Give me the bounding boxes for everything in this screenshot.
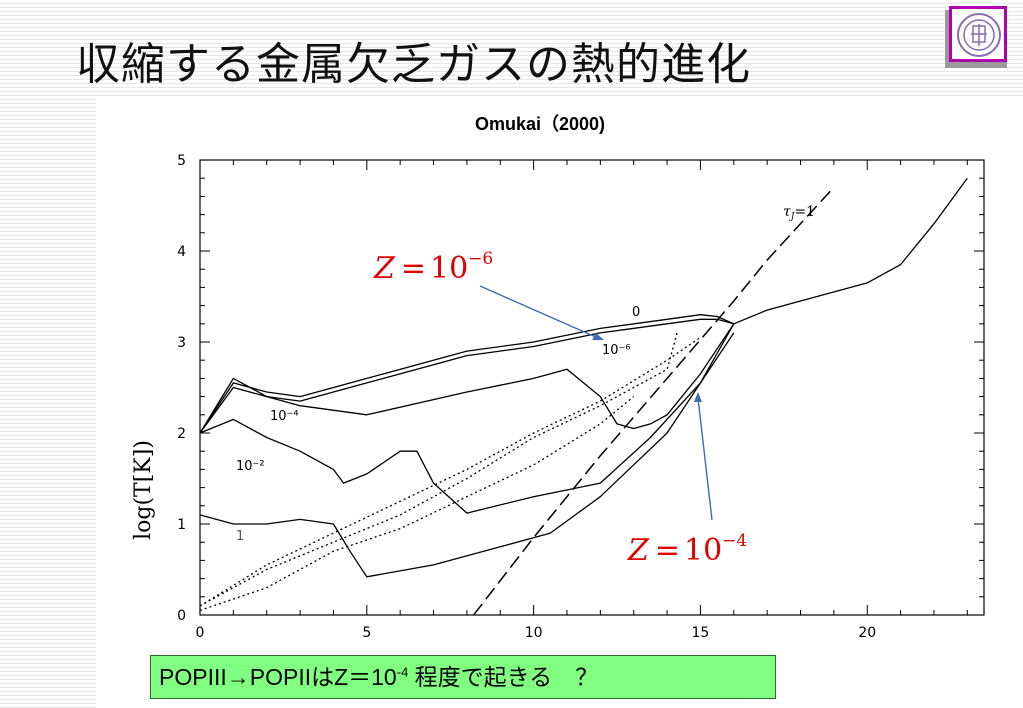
y-tick-label: 1 [177,517,186,533]
figure: Omukai（2000) 0 5 10 15 20 0 1 2 3 4 5 log(T[K]) τJ… [110,100,990,659]
series-line-6 [199,336,701,607]
series-line-1 [199,318,734,434]
x-tick-label: 20 [858,625,876,641]
series-line-8 [473,186,835,616]
plot-border [199,159,985,616]
series-line-0 [199,177,968,434]
series-line-3 [199,323,735,514]
y-tick-label: 4 [177,244,186,260]
tau-label: τJ=1 [783,204,815,222]
x-tick-label: 0 [196,625,205,641]
y-tick-label: 0 [177,608,186,624]
curve-label-1e-2: 10⁻² [236,459,265,474]
caption-main: POPIII→POPIIはZ＝10 [159,664,397,690]
conclusion-caption: POPIII→POPIIはZ＝10-4 程度で起きる ？ [150,655,776,699]
svg-text:Z=10−4: Z = 10−4 [627,531,747,568]
series-line-7 [199,396,635,612]
series-line-2 [199,323,735,434]
annotation-z4: Z = 10−4 [627,392,747,568]
curve-label-1: 1 [236,529,244,544]
x-tick-label: 15 [692,625,710,641]
x-tick-label: 10 [525,625,543,641]
curve-label-1e-6: 10⁻⁶ [602,343,631,358]
y-tick-label: 5 [177,153,186,169]
curve-label-1e-4: 10⁻⁴ [270,409,299,424]
university-logo [943,6,1015,72]
side-stripes [0,96,96,708]
series-line-4 [199,332,735,578]
y-axis-label: log(T[K]) [131,440,156,540]
curve-label-0: 0 [632,305,640,320]
x-tick-label: 5 [362,625,371,641]
slide-title: 収縮する金属欠乏ガスの熱的進化 [76,39,751,90]
plot-frame [199,159,985,616]
svg-text:Z=10−6: Z = 10−6 [373,249,493,286]
caption-tail: 程度で起きる ？ [408,664,599,690]
header-stripes [0,0,1023,96]
caption-exponent: -4 [396,664,409,680]
y-tick-label: 3 [177,335,186,351]
chart-citation: Omukai（2000) [475,114,605,134]
chart-series [199,177,968,616]
annotation-z6: Z = 10−6 [373,249,604,340]
series-line-5 [199,332,678,607]
seal-icon [957,13,1001,57]
y-tick-label: 2 [177,426,186,442]
